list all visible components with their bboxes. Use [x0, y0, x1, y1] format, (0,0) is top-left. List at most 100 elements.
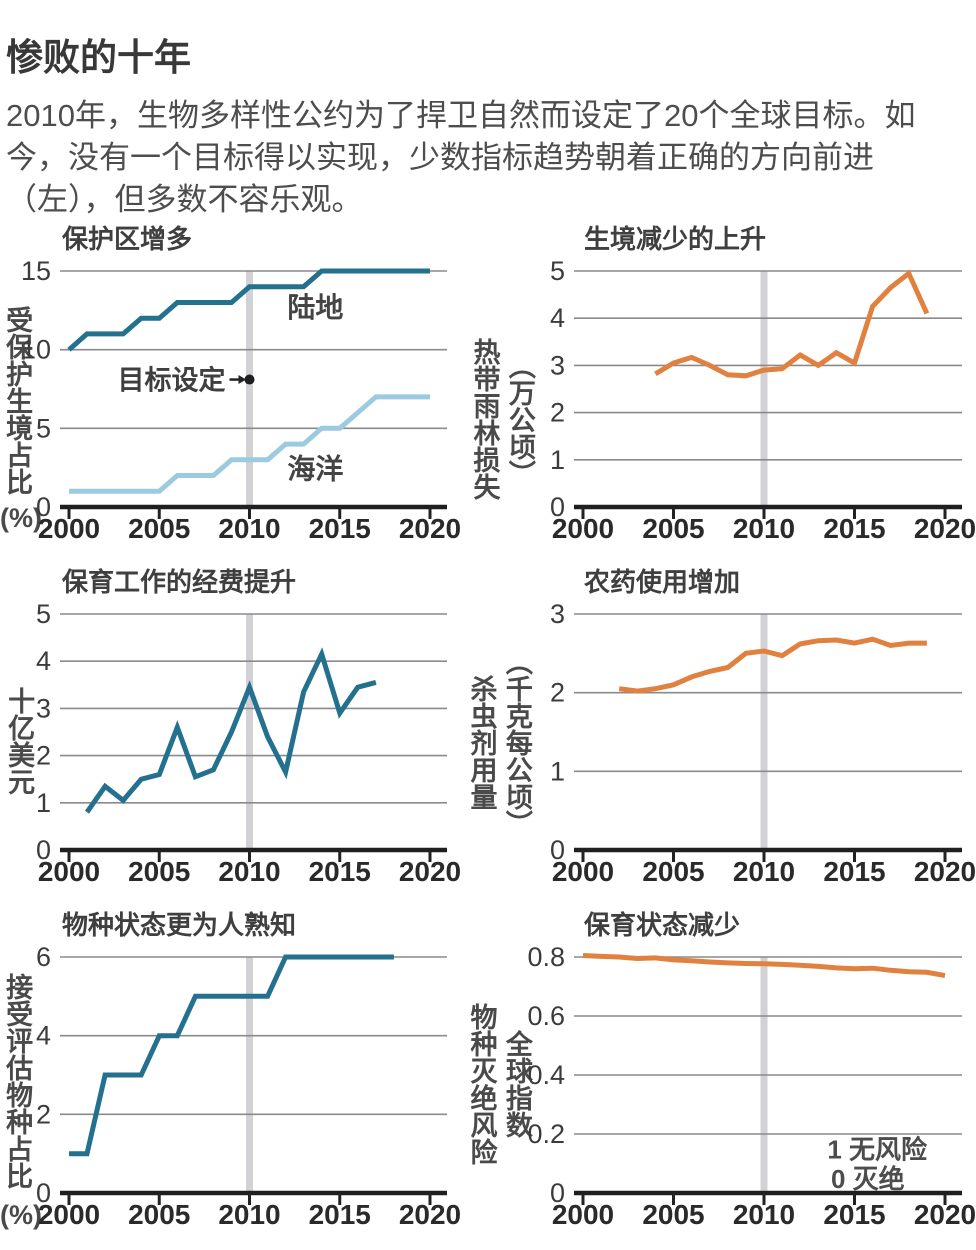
y-axis-unit: (%) [0, 1200, 42, 1230]
gridlines [60, 613, 447, 804]
series-line-funding [84, 647, 377, 814]
target-year-band [760, 614, 768, 850]
x-tick-label: 2005 [642, 1199, 704, 1230]
y-tick-label: 1 [550, 445, 565, 475]
y-axis-label: 热带雨林损失 [469, 338, 500, 500]
y-tick-label: 15 [21, 256, 51, 286]
target-year-band [760, 271, 768, 507]
target-year-band [246, 957, 253, 1193]
x-axis-ticks: 2000 2005 2010 2015 2020 [552, 1193, 976, 1230]
x-tick-label: 2000 [38, 513, 100, 544]
y-axis-unit-label: （千克每公顷） [501, 647, 532, 837]
y-tick-label: 3 [550, 599, 565, 629]
y-tick-label: 0 [36, 1178, 51, 1208]
x-tick-label: 2000 [38, 1199, 100, 1230]
y-tick-label: 5 [36, 599, 51, 629]
y-tick-label: 5 [36, 413, 51, 443]
y-tick-label: 5 [550, 256, 565, 286]
y-tick-label: 4 [550, 303, 565, 333]
x-tick-label: 2020 [399, 1199, 461, 1230]
x-tick-label: 2005 [128, 1199, 190, 1230]
gridlines [574, 270, 962, 461]
y-tick-label: 2 [550, 678, 565, 708]
chart-title: 物种状态更为人熟知 [62, 910, 297, 940]
y-tick-label: 0 [550, 492, 565, 522]
chart-title: 生境减少的上升 [584, 224, 767, 254]
y-tick-label: 0.2 [527, 1119, 565, 1149]
x-tick-label: 2020 [914, 1199, 976, 1230]
y-tick-label: 0.8 [527, 942, 565, 972]
x-axis-ticks: 2000 2005 2010 2015 2020 [552, 507, 976, 544]
plot-species-assessed: 0 2 4 6 2000 2005 2010 2015 2020 [36, 942, 461, 1230]
x-tick-label: 2015 [823, 856, 885, 887]
x-tick-label: 2020 [399, 513, 461, 544]
scale-note: 1 无风险 [827, 1134, 928, 1164]
series-line-forest-loss [654, 269, 930, 379]
x-tick-label: 2010 [218, 513, 280, 544]
y-tick-label: 10 [21, 335, 51, 365]
x-tick-label: 2005 [128, 856, 190, 887]
scale-note: 0 灭绝 [831, 1164, 905, 1194]
y-tick-label: 0.6 [527, 1001, 565, 1031]
series-line-pesticide [618, 636, 927, 694]
y-tick-label: 4 [36, 646, 51, 676]
plot-habitat-loss: 0 1 2 3 4 5 2000 2005 2010 2015 2020 [550, 256, 976, 544]
x-tick-label: 2010 [218, 856, 280, 887]
intro-text: 2010年，生物多样性公约为了捍卫自然而设定了20个全球目标。如今，没有一个目标… [6, 98, 916, 217]
x-tick-label: 2010 [733, 1199, 795, 1230]
y-tick-labels: 0 1 2 3 [550, 599, 565, 865]
series-label-ocean: 海洋 [287, 452, 343, 484]
page-title: 惨败的十年 [6, 36, 191, 78]
x-tick-label: 2000 [552, 1199, 614, 1230]
target-set-annotation: 目标设定 [118, 365, 255, 396]
series-line-land [67, 268, 430, 352]
x-tick-label: 2015 [823, 1199, 885, 1230]
y-tick-label: 0 [36, 492, 51, 522]
x-tick-label: 2015 [823, 513, 885, 544]
y-tick-label: 2 [36, 741, 51, 771]
y-tick-label: 0 [36, 835, 51, 865]
plot-pesticide-use: 0 1 2 3 2000 2005 2010 2015 2020 [550, 599, 976, 887]
x-tick-label: 2015 [309, 856, 371, 887]
x-axis-ticks: 2000 2005 2010 2015 2020 [552, 850, 976, 887]
y-axis-label: 十亿美元 [4, 686, 35, 795]
chart-title: 保护区增多 [62, 224, 193, 254]
chart-title: 保育状态减少 [584, 910, 741, 940]
series-line-assessed [69, 954, 394, 1157]
y-tick-labels: 0 0.2 0.4 0.6 0.8 [527, 942, 565, 1208]
target-year-band [246, 271, 253, 507]
x-tick-label: 2015 [309, 1199, 371, 1230]
y-tick-label: 4 [36, 1021, 51, 1051]
series-label-land: 陆地 [287, 292, 343, 323]
y-tick-label: 2 [36, 1099, 51, 1129]
gridlines [60, 956, 447, 1116]
y-tick-label: 0.4 [527, 1060, 565, 1090]
x-axis-ticks: 2000 2005 2010 2015 2020 [38, 850, 461, 887]
y-tick-labels: 0 1 2 3 4 5 [550, 256, 565, 522]
gridlines [574, 956, 962, 1135]
x-tick-label: 2010 [733, 856, 795, 887]
chart-title: 保育工作的经费提升 [62, 567, 297, 597]
y-axis-label: 杀虫剂用量 [466, 674, 497, 810]
x-axis-ticks: 2000 2005 2010 2015 2020 [38, 1193, 461, 1230]
y-axis-unit: (%) [0, 503, 42, 533]
y-tick-label: 0 [550, 1178, 565, 1208]
y-axis-label: 接受评估物种占比 [2, 973, 33, 1189]
y-tick-label: 1 [550, 756, 565, 786]
y-axis-unit-label: 全球指数 [501, 1030, 532, 1138]
x-tick-label: 2010 [218, 1199, 280, 1230]
x-tick-label: 2020 [914, 513, 976, 544]
x-tick-label: 2005 [642, 513, 704, 544]
plot-conservation-funding: 0 1 2 3 4 5 2000 2005 2010 2015 2020 [36, 599, 461, 887]
y-axis-unit-label: （万公顷） [504, 351, 535, 487]
y-tick-labels: 0 1 2 3 4 5 [36, 599, 51, 865]
y-tick-labels: 0 5 10 15 [21, 256, 51, 522]
x-tick-label: 2005 [642, 856, 704, 887]
y-tick-label: 3 [550, 350, 565, 380]
x-tick-label: 2000 [552, 513, 614, 544]
target-dot-icon [244, 374, 255, 385]
y-tick-labels: 0 2 4 6 [36, 942, 51, 1208]
